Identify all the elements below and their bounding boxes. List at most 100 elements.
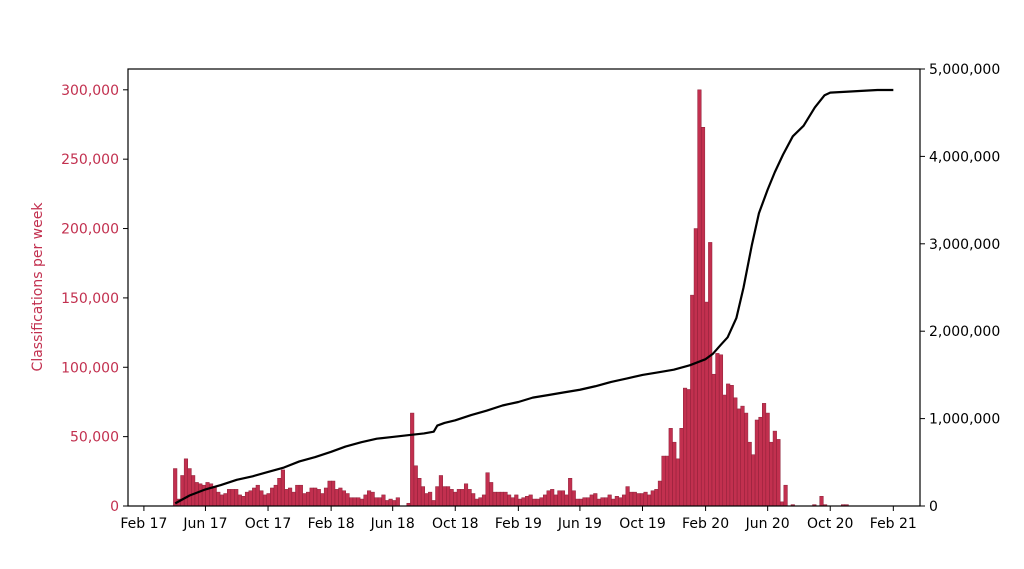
weekly-bar	[187, 468, 192, 507]
weekly-bar	[327, 480, 332, 507]
weekly-bar	[223, 493, 228, 507]
x-tick-label: Feb 21	[870, 516, 917, 532]
weekly-bar	[683, 387, 688, 507]
weekly-bar	[758, 416, 763, 507]
weekly-bar	[262, 494, 268, 507]
weekly-bar	[560, 490, 566, 507]
y-left-tick-label: 0	[110, 499, 119, 515]
weekly-bar	[618, 497, 623, 507]
weekly-bar	[363, 494, 368, 507]
weekly-bar	[697, 89, 702, 507]
weekly-bar	[248, 490, 253, 507]
weekly-bar	[715, 353, 720, 507]
weekly-bar	[654, 489, 659, 507]
weekly-bar	[356, 497, 361, 507]
weekly-bar	[779, 501, 785, 507]
weekly-bar	[632, 491, 637, 507]
weekly-bar	[621, 494, 627, 507]
weekly-bar	[661, 455, 666, 507]
y-left-tick-label: 300,000	[61, 83, 119, 99]
cumulative-line-layer	[174, 88, 894, 505]
y-left-tick-label: 150,000	[61, 291, 119, 307]
weekly-bar	[338, 487, 343, 507]
weekly-bar	[230, 489, 235, 507]
weekly-bar	[514, 494, 519, 507]
weekly-bar	[650, 490, 655, 507]
weekly-bar	[388, 498, 393, 507]
cumulative-line	[174, 88, 894, 505]
weekly-bar	[367, 490, 372, 507]
weekly-bar	[334, 489, 339, 507]
weekly-bar	[212, 486, 217, 507]
weekly-bar	[639, 493, 645, 507]
weekly-bar	[586, 497, 591, 507]
weekly-bar	[309, 487, 314, 507]
weekly-bar	[352, 497, 357, 507]
weekly-bar	[672, 441, 677, 507]
weekly-bar	[205, 482, 210, 507]
weekly-bar	[460, 489, 465, 507]
x-tick-label: Jun 20	[745, 516, 790, 532]
weekly-bar	[241, 496, 246, 507]
weekly-bar	[453, 491, 458, 507]
weekly-bar	[507, 494, 512, 507]
weekly-bar	[259, 490, 264, 507]
weekly-bar	[542, 494, 548, 507]
weekly-bar	[216, 491, 221, 507]
weekly-bar	[736, 408, 741, 507]
weekly-bar	[485, 472, 490, 507]
x-tick-label: Feb 18	[308, 516, 355, 532]
weekly-bar	[377, 497, 382, 507]
x-tick-label: Feb 20	[682, 516, 729, 532]
weekly-bar	[521, 497, 526, 507]
weekly-bar	[665, 455, 670, 507]
weekly-bar	[700, 127, 706, 507]
weekly-bar	[668, 428, 673, 507]
weekly-bar	[428, 491, 433, 507]
y-left-tick-label: 200,000	[61, 222, 119, 238]
weekly-bar	[517, 498, 522, 507]
weekly-bar	[306, 491, 311, 507]
weekly-bar	[532, 498, 537, 507]
y-left-tick-label: 50,000	[70, 430, 119, 446]
weekly-bar	[359, 498, 364, 507]
x-tick-label: Oct 20	[807, 516, 853, 532]
weekly-bar	[302, 493, 307, 507]
weekly-bar	[420, 486, 425, 507]
bars-layer	[173, 89, 849, 507]
weekly-bar	[575, 498, 580, 507]
x-axis: Feb 17 Jun 17 Oct 17 Feb 18 Jun 18 Oct 18 Feb …	[120, 506, 917, 532]
weekly-bar	[273, 484, 278, 507]
y-axis-left-title: Classifications per week	[30, 202, 46, 372]
weekly-bar	[503, 491, 508, 507]
y-right-tick-label: 2,000,000	[929, 324, 1000, 340]
x-tick-label: Jun 18	[370, 516, 415, 532]
weekly-bar	[446, 486, 451, 507]
weekly-bar	[568, 478, 573, 507]
weekly-bar	[762, 403, 767, 507]
weekly-bar	[769, 441, 774, 507]
weekly-bar	[722, 394, 727, 507]
weekly-bar	[244, 491, 250, 507]
weekly-bar	[381, 494, 386, 507]
weekly-bar	[600, 497, 605, 507]
weekly-bar	[478, 497, 483, 507]
weekly-bar	[252, 487, 257, 507]
weekly-bar	[489, 482, 494, 507]
weekly-bar	[711, 373, 716, 507]
weekly-bar	[772, 430, 777, 507]
weekly-bar	[270, 487, 275, 507]
weekly-bar	[442, 486, 447, 507]
weekly-bar	[320, 493, 325, 507]
weekly-bar	[686, 389, 691, 507]
y-right-tick-label: 4,000,000	[929, 149, 1000, 165]
weekly-bar	[525, 496, 530, 507]
weekly-bar	[438, 475, 443, 507]
weekly-bar	[492, 491, 497, 507]
weekly-bar	[550, 489, 555, 507]
weekly-bar	[316, 489, 321, 507]
y-left-tick-label: 100,000	[61, 360, 119, 376]
weekly-bar	[191, 475, 196, 507]
x-tick-label: Jun 17	[182, 516, 227, 532]
weekly-bar	[539, 497, 544, 507]
